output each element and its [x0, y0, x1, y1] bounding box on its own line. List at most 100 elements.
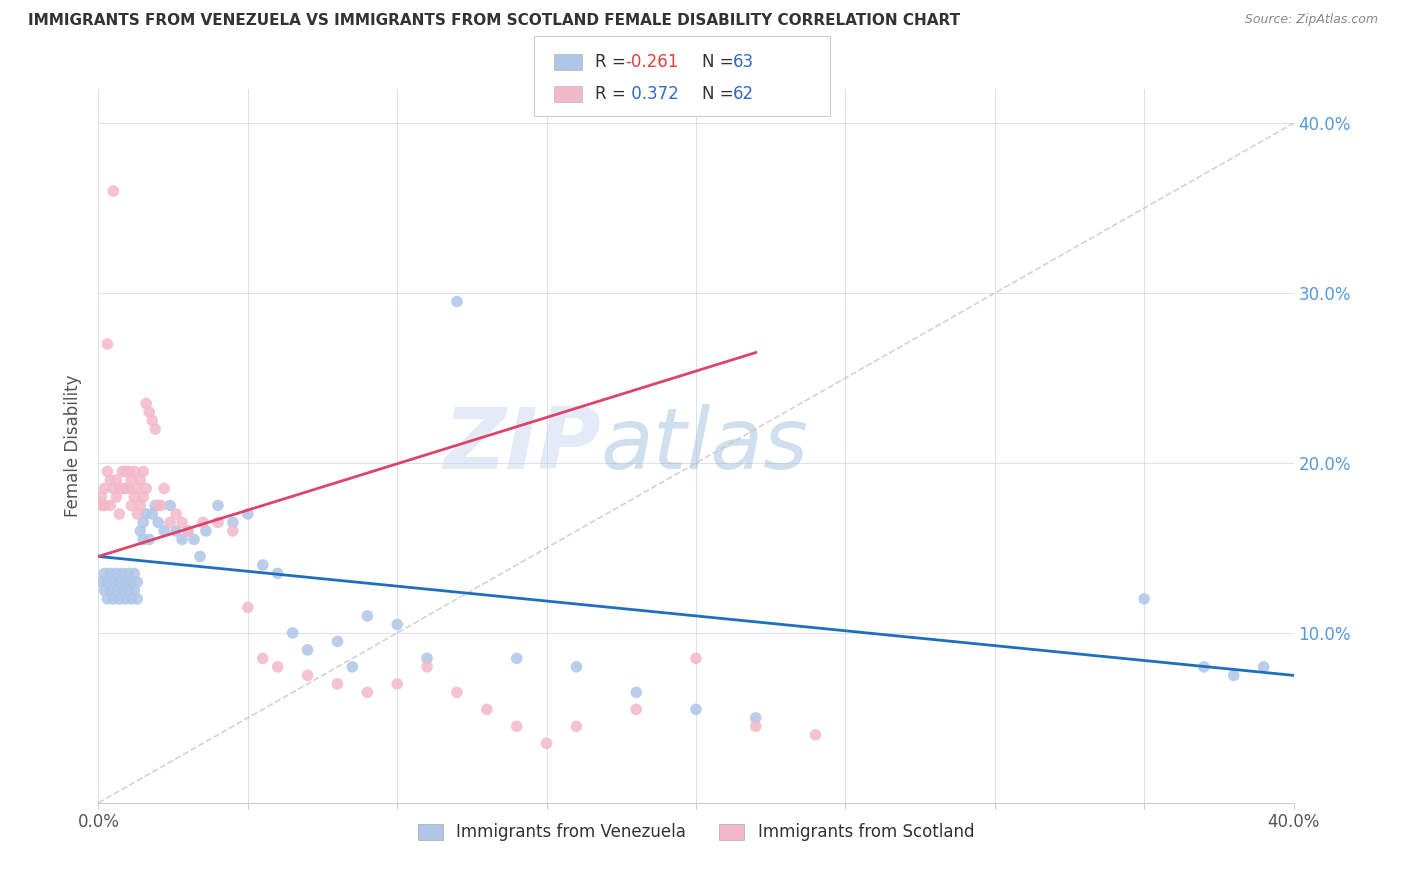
Point	[120, 574, 142, 589]
Point	[111, 482, 134, 496]
Text: 0.372: 0.372	[626, 85, 679, 103]
Point	[141, 413, 163, 427]
Point	[416, 651, 439, 665]
Point	[506, 651, 529, 665]
Point	[416, 660, 439, 674]
Point	[159, 499, 181, 513]
Point	[165, 507, 187, 521]
Point	[222, 516, 245, 530]
Point	[108, 574, 131, 589]
Point	[96, 337, 118, 351]
Point	[138, 533, 160, 547]
Point	[132, 490, 155, 504]
Point	[385, 617, 409, 632]
Point	[103, 184, 125, 198]
Point	[98, 499, 122, 513]
Point	[685, 651, 707, 665]
Point	[165, 524, 187, 538]
Text: N =: N =	[702, 85, 738, 103]
Point	[127, 507, 149, 521]
Point	[132, 533, 155, 547]
Point	[98, 583, 122, 598]
Point	[252, 651, 274, 665]
Point	[183, 533, 205, 547]
Point	[108, 591, 131, 606]
Text: 63: 63	[733, 53, 754, 70]
Point	[385, 677, 409, 691]
Point	[90, 499, 112, 513]
Point	[236, 600, 259, 615]
Point	[150, 499, 173, 513]
Point	[103, 482, 125, 496]
Point	[132, 465, 155, 479]
Point	[117, 482, 139, 496]
Point	[297, 643, 319, 657]
Point	[114, 482, 136, 496]
Text: Source: ZipAtlas.com: Source: ZipAtlas.com	[1244, 13, 1378, 27]
Point	[124, 465, 146, 479]
Legend: Immigrants from Venezuela, Immigrants from Scotland: Immigrants from Venezuela, Immigrants fr…	[411, 817, 981, 848]
Point	[114, 574, 136, 589]
Point	[127, 574, 149, 589]
Point	[804, 728, 827, 742]
Point	[281, 626, 304, 640]
Point	[195, 524, 218, 538]
Point	[267, 660, 290, 674]
Point	[297, 668, 319, 682]
Point	[98, 473, 122, 487]
Point	[111, 465, 134, 479]
Point	[153, 482, 176, 496]
Point	[127, 482, 149, 496]
Point	[127, 591, 149, 606]
Point	[108, 507, 131, 521]
Point	[103, 574, 125, 589]
Point	[96, 465, 118, 479]
Point	[1192, 660, 1215, 674]
Point	[93, 499, 115, 513]
Point	[153, 524, 176, 538]
Point	[252, 558, 274, 572]
Point	[565, 719, 588, 733]
Point	[135, 482, 157, 496]
Point	[132, 516, 155, 530]
Text: IMMIGRANTS FROM VENEZUELA VS IMMIGRANTS FROM SCOTLAND FEMALE DISABILITY CORRELAT: IMMIGRANTS FROM VENEZUELA VS IMMIGRANTS …	[28, 13, 960, 29]
Point	[159, 516, 181, 530]
Point	[1223, 668, 1246, 682]
Point	[129, 473, 152, 487]
Point	[172, 533, 194, 547]
Point	[96, 591, 118, 606]
Text: R =: R =	[595, 53, 631, 70]
Point	[745, 711, 768, 725]
Point	[177, 524, 200, 538]
Point	[135, 507, 157, 521]
Point	[188, 549, 211, 564]
Point	[685, 702, 707, 716]
Point	[135, 396, 157, 410]
Point	[148, 516, 170, 530]
Point	[105, 583, 128, 598]
Point	[105, 566, 128, 581]
Point	[207, 499, 229, 513]
Point	[103, 591, 125, 606]
Point	[129, 524, 152, 538]
Point	[117, 566, 139, 581]
Point	[191, 516, 214, 530]
Point	[326, 634, 349, 648]
Point	[1133, 591, 1156, 606]
Point	[565, 660, 588, 674]
Point	[267, 566, 290, 581]
Text: N =: N =	[702, 53, 738, 70]
Y-axis label: Female Disability: Female Disability	[65, 375, 83, 517]
Point	[342, 660, 364, 674]
Point	[356, 608, 378, 623]
Point	[120, 499, 142, 513]
Point	[93, 583, 115, 598]
Point	[124, 490, 146, 504]
Point	[626, 685, 648, 699]
Point	[105, 490, 128, 504]
Text: R =: R =	[595, 85, 631, 103]
Text: 62: 62	[733, 85, 754, 103]
Point	[120, 591, 142, 606]
Text: ZIP: ZIP	[443, 404, 600, 488]
Point	[172, 516, 194, 530]
